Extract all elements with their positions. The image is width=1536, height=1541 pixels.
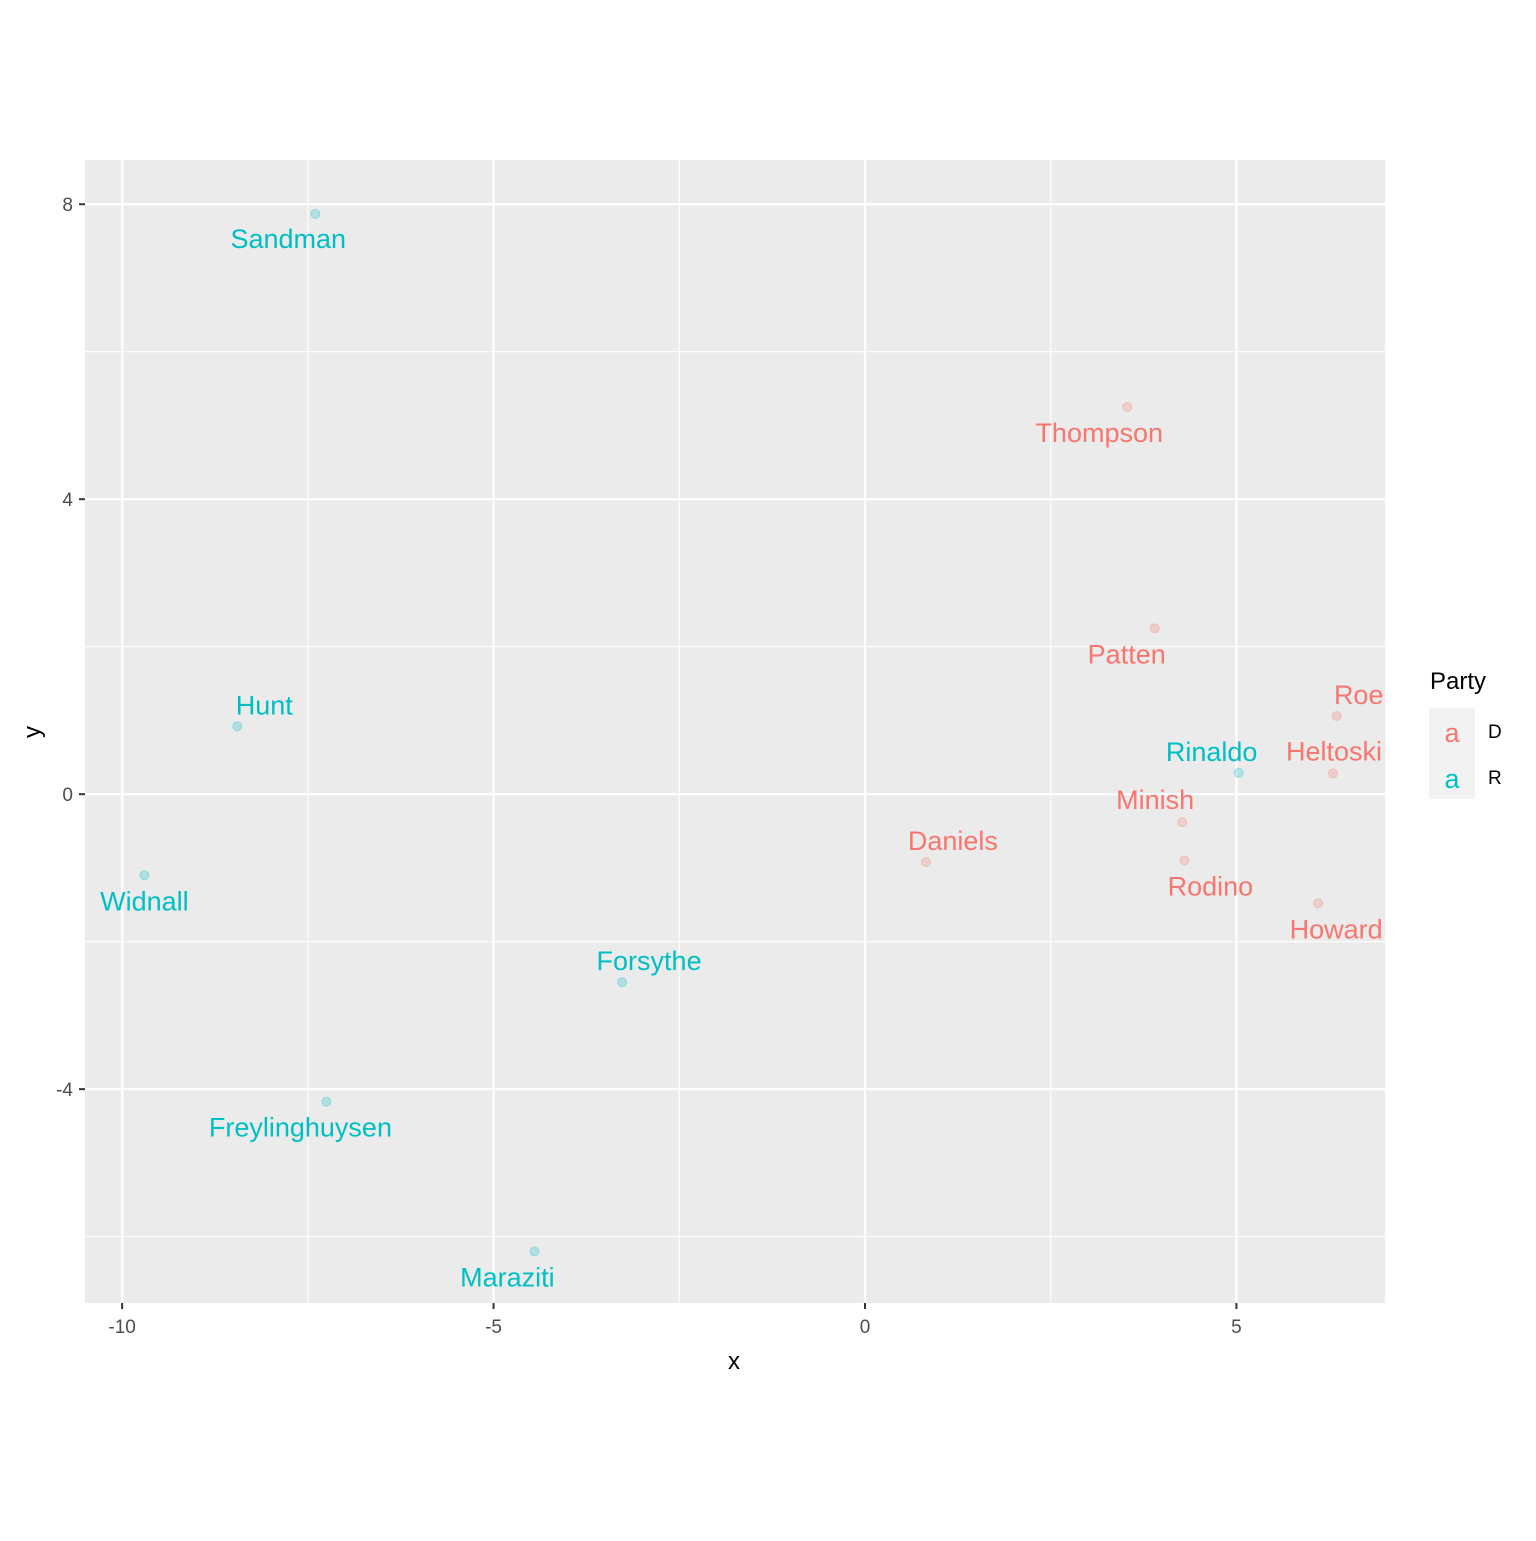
data-point [1177, 817, 1188, 828]
plot-panel [85, 160, 1385, 1303]
legend-label: D [1488, 722, 1502, 743]
data-point [1179, 855, 1190, 866]
y-tick-label: -4 [56, 1080, 73, 1101]
data-label: Sandman [230, 224, 346, 254]
data-label: Minish [1116, 785, 1194, 815]
data-point [1313, 898, 1324, 909]
data-label: Daniels [908, 826, 998, 856]
legend-label: R [1488, 768, 1502, 789]
grid-minor [85, 160, 1385, 1303]
data-point [232, 721, 243, 732]
y-axis: -4 0 4 8 [56, 195, 85, 1101]
data-point-labels: Sandman Hunt Widnall Forsythe Freylinghuysen… [100, 224, 1383, 1293]
data-label: Forsythe [597, 946, 702, 976]
legend-key-glyph: a [1444, 718, 1460, 748]
data-point [1122, 402, 1133, 413]
data-label: Rinaldo [1166, 737, 1258, 767]
data-label: Maraziti [460, 1262, 555, 1292]
x-tick-label: 5 [1231, 1317, 1242, 1338]
data-point [1233, 767, 1244, 778]
data-points [139, 208, 1342, 1257]
data-label: Widnall [100, 886, 189, 916]
data-point [310, 208, 321, 219]
legend-key-glyph: a [1444, 764, 1460, 794]
data-label: Howard [1290, 914, 1383, 944]
x-tick-label: 0 [860, 1317, 871, 1338]
grid-major [85, 160, 1385, 1303]
data-point [529, 1246, 540, 1257]
y-tick-label: 4 [62, 490, 73, 511]
data-point [1328, 768, 1338, 779]
x-axis: -10 -5 0 5 [108, 1303, 1242, 1338]
data-point [139, 870, 150, 881]
y-axis-title: y [19, 726, 46, 738]
data-point [321, 1096, 332, 1107]
y-tick-label: 0 [62, 785, 73, 806]
data-point [1331, 711, 1342, 722]
data-point [617, 977, 628, 988]
data-point [1149, 623, 1160, 634]
data-label: Patten [1088, 639, 1166, 669]
x-tick-label: -5 [485, 1317, 502, 1338]
legend: Party a Da R [1429, 668, 1502, 799]
legend-title: Party [1430, 668, 1486, 695]
data-label: Thompson [1035, 418, 1163, 448]
data-label: Rodino [1168, 872, 1254, 902]
data-label: Heltoski [1286, 737, 1382, 767]
legend-key-background [1429, 708, 1475, 799]
legend-entries: a Da R [1444, 718, 1501, 794]
data-label: Hunt [236, 690, 294, 720]
x-tick-label: -10 [108, 1317, 135, 1338]
data-label: Freylinghuysen [209, 1113, 392, 1143]
data-point [920, 857, 931, 868]
x-axis-title: x [728, 1348, 740, 1375]
data-label: Roe [1334, 680, 1384, 710]
y-tick-label: 8 [62, 195, 73, 216]
